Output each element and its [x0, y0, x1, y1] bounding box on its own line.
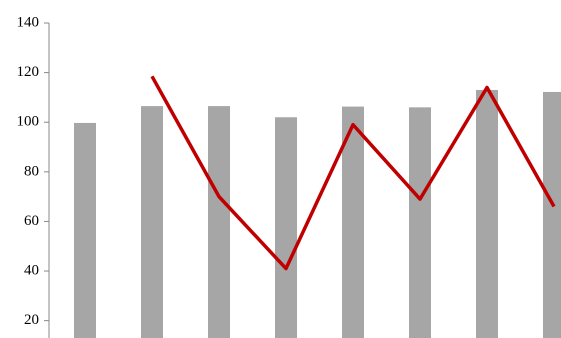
y-tick-label: 100 [17, 114, 40, 130]
bar [409, 107, 431, 338]
y-tick-label: 20 [24, 312, 39, 328]
bar [208, 106, 230, 338]
bar [74, 122, 96, 338]
bar [275, 117, 297, 338]
bar [543, 91, 561, 338]
bar [141, 106, 163, 338]
y-tick-label: 120 [17, 64, 40, 80]
line [150, 75, 556, 271]
y-tick-label: 60 [24, 213, 39, 229]
y-tick-label: 80 [24, 163, 39, 179]
y-tick-label: 140 [17, 14, 40, 30]
bar [342, 106, 364, 338]
bar [476, 89, 498, 338]
y-tick-label: 40 [24, 262, 39, 278]
